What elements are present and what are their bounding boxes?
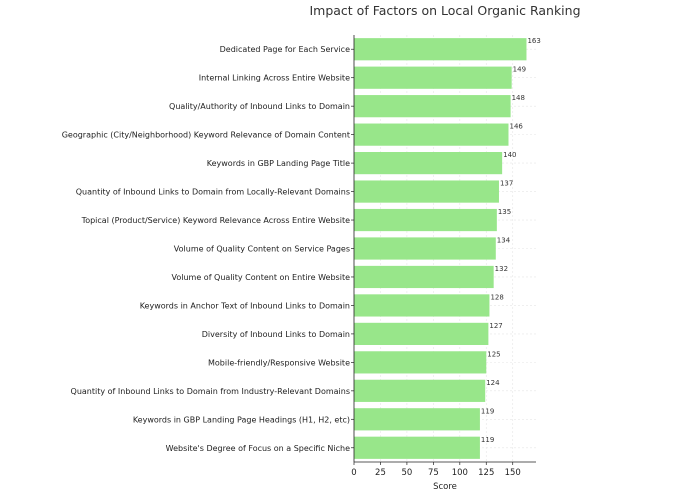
bar: [354, 237, 496, 260]
x-tick-label: 100: [452, 468, 468, 478]
x-axis-title: Score: [433, 482, 457, 492]
bar: [354, 95, 511, 118]
bar: [354, 38, 527, 61]
x-tick-label: 150: [505, 468, 521, 478]
category-label: Internal Linking Across Entire Website: [199, 74, 350, 83]
x-tick-label: 25: [375, 468, 386, 478]
bar: [354, 379, 486, 402]
x-tick-label: 125: [478, 468, 494, 478]
category-label: Quantity of Inbound Links to Domain from…: [71, 387, 350, 396]
bar-value-label: 148: [512, 94, 525, 102]
category-label: Volume of Quality Content on Entire Webs…: [172, 273, 351, 282]
category-label: Keywords in Anchor Text of Inbound Links…: [140, 301, 350, 310]
chart-title: Impact of Factors on Local Organic Ranki…: [309, 3, 580, 18]
bar: [354, 408, 480, 431]
category-label: Quality/Authority of Inbound Links to Do…: [169, 102, 350, 111]
bar: [354, 265, 494, 289]
bar: [354, 66, 512, 89]
bar-value-label: 119: [481, 407, 494, 415]
bar: [354, 180, 499, 203]
bar-value-label: 134: [497, 237, 511, 245]
bar-value-label: 146: [509, 123, 523, 131]
category-label: Quantity of Inbound Links to Domain from…: [76, 188, 350, 197]
category-label: Volume of Quality Content on Service Pag…: [174, 245, 350, 254]
bar-value-label: 132: [495, 265, 508, 273]
x-tick-label: 75: [428, 468, 439, 478]
category-label: Diversity of Inbound Links to Domain: [202, 330, 350, 339]
category-label: Geographic (City/Neighborhood) Keyword R…: [62, 131, 350, 140]
bar-value-label: 140: [503, 151, 516, 159]
x-tick-label: 0: [351, 468, 356, 478]
bar-value-label: 149: [513, 66, 526, 74]
category-label: Keywords in GBP Landing Page Title: [207, 159, 350, 168]
bar-value-label: 128: [490, 293, 503, 301]
bar-value-label: 127: [489, 322, 502, 330]
bar-value-label: 125: [487, 350, 500, 358]
bar-value-label: 135: [498, 208, 511, 216]
bar: [354, 436, 480, 459]
category-label: Topical (Product/Service) Keyword Releva…: [81, 216, 350, 225]
bar-value-label: 124: [486, 379, 500, 387]
bar: [354, 351, 487, 374]
bar: [354, 294, 490, 317]
bar-value-label: 137: [500, 180, 513, 188]
x-tick-label: 50: [401, 468, 412, 478]
bar: [354, 322, 489, 346]
category-label: Dedicated Page for Each Service: [220, 45, 350, 54]
bar-value-label: 119: [481, 436, 494, 444]
bar: [354, 208, 497, 232]
bar-value-label: 163: [527, 37, 540, 45]
bar: [354, 123, 509, 146]
category-label: Keywords in GBP Landing Page Headings (H…: [133, 415, 350, 424]
category-label: Mobile-friendly/Responsive Website: [208, 358, 350, 367]
bar: [354, 151, 503, 175]
category-label: Website's Degree of Focus on a Specific …: [166, 444, 350, 453]
